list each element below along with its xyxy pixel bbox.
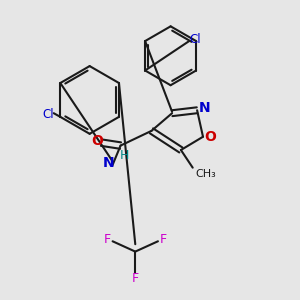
Text: N: N bbox=[103, 156, 115, 170]
Text: H: H bbox=[119, 149, 129, 162]
Text: O: O bbox=[204, 130, 216, 144]
Text: F: F bbox=[104, 233, 111, 246]
Text: CH₃: CH₃ bbox=[195, 169, 216, 179]
Text: O: O bbox=[91, 134, 103, 148]
Text: Cl: Cl bbox=[190, 33, 202, 46]
Text: F: F bbox=[160, 233, 167, 246]
Text: F: F bbox=[132, 272, 139, 285]
Text: N: N bbox=[199, 101, 210, 115]
Text: Cl: Cl bbox=[43, 108, 54, 121]
